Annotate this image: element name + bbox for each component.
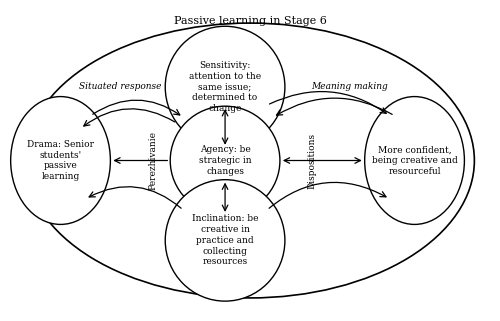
Text: More confident,
being creative and
resourceful: More confident, being creative and resou…	[372, 145, 458, 176]
Ellipse shape	[165, 180, 285, 301]
Ellipse shape	[10, 97, 110, 224]
Text: Inclination: be
creative in
practice and
collecting
resources: Inclination: be creative in practice and…	[192, 214, 258, 266]
Text: Dispositions: Dispositions	[308, 133, 317, 188]
Ellipse shape	[170, 106, 280, 215]
Ellipse shape	[364, 97, 464, 224]
Text: Sensitivity:
attention to the
same issue;
determined to
change: Sensitivity: attention to the same issue…	[189, 61, 261, 113]
Text: Situated response: Situated response	[79, 82, 162, 91]
Text: Drama: Senior
students'
passive
learning: Drama: Senior students' passive learning	[27, 140, 94, 181]
Ellipse shape	[26, 23, 474, 298]
Text: Passive learning in Stage 6: Passive learning in Stage 6	[174, 16, 326, 26]
Text: Meaning making: Meaning making	[312, 82, 388, 91]
Ellipse shape	[165, 26, 285, 148]
Text: Perezhivanie: Perezhivanie	[148, 131, 158, 190]
Text: Agency: be
strategic in
changes: Agency: be strategic in changes	[199, 145, 252, 176]
